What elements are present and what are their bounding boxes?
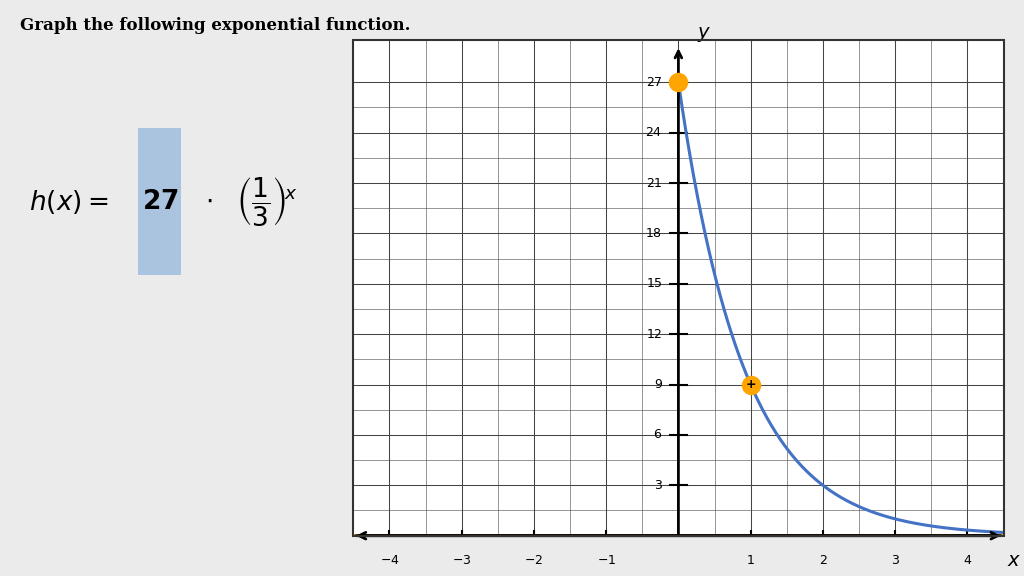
Text: $1$: $1$: [746, 554, 755, 567]
Text: Graph the following exponential function.: Graph the following exponential function…: [20, 17, 411, 35]
Text: $27$: $27$: [646, 76, 663, 89]
Text: $9$: $9$: [653, 378, 663, 391]
FancyBboxPatch shape: [138, 128, 180, 275]
Text: $18$: $18$: [645, 227, 663, 240]
Text: $21$: $21$: [646, 177, 663, 190]
Text: $2$: $2$: [818, 554, 827, 567]
Text: $-4$: $-4$: [380, 554, 399, 567]
Text: $15$: $15$: [646, 277, 663, 290]
Text: $-3$: $-3$: [452, 554, 471, 567]
Text: $3$: $3$: [891, 554, 900, 567]
Text: $6$: $6$: [653, 429, 663, 441]
Text: $\mathbf{+}$: $\mathbf{+}$: [745, 378, 757, 391]
Text: $h(x) =$: $h(x) =$: [30, 188, 109, 215]
Text: $x$: $x$: [1008, 552, 1021, 570]
Text: $-2$: $-2$: [524, 554, 544, 567]
Text: $24$: $24$: [645, 126, 663, 139]
Text: $-1$: $-1$: [597, 554, 615, 567]
Text: $3$: $3$: [653, 479, 663, 492]
Text: $\left(\dfrac{1}{3}\right)^{\!x}$: $\left(\dfrac{1}{3}\right)^{\!x}$: [236, 175, 298, 228]
Text: $\mathbf{27}$: $\mathbf{27}$: [142, 189, 178, 214]
Text: $y$: $y$: [696, 25, 711, 44]
Text: $4$: $4$: [963, 554, 972, 567]
Text: $12$: $12$: [646, 328, 663, 340]
Text: $\cdot$: $\cdot$: [205, 189, 212, 214]
